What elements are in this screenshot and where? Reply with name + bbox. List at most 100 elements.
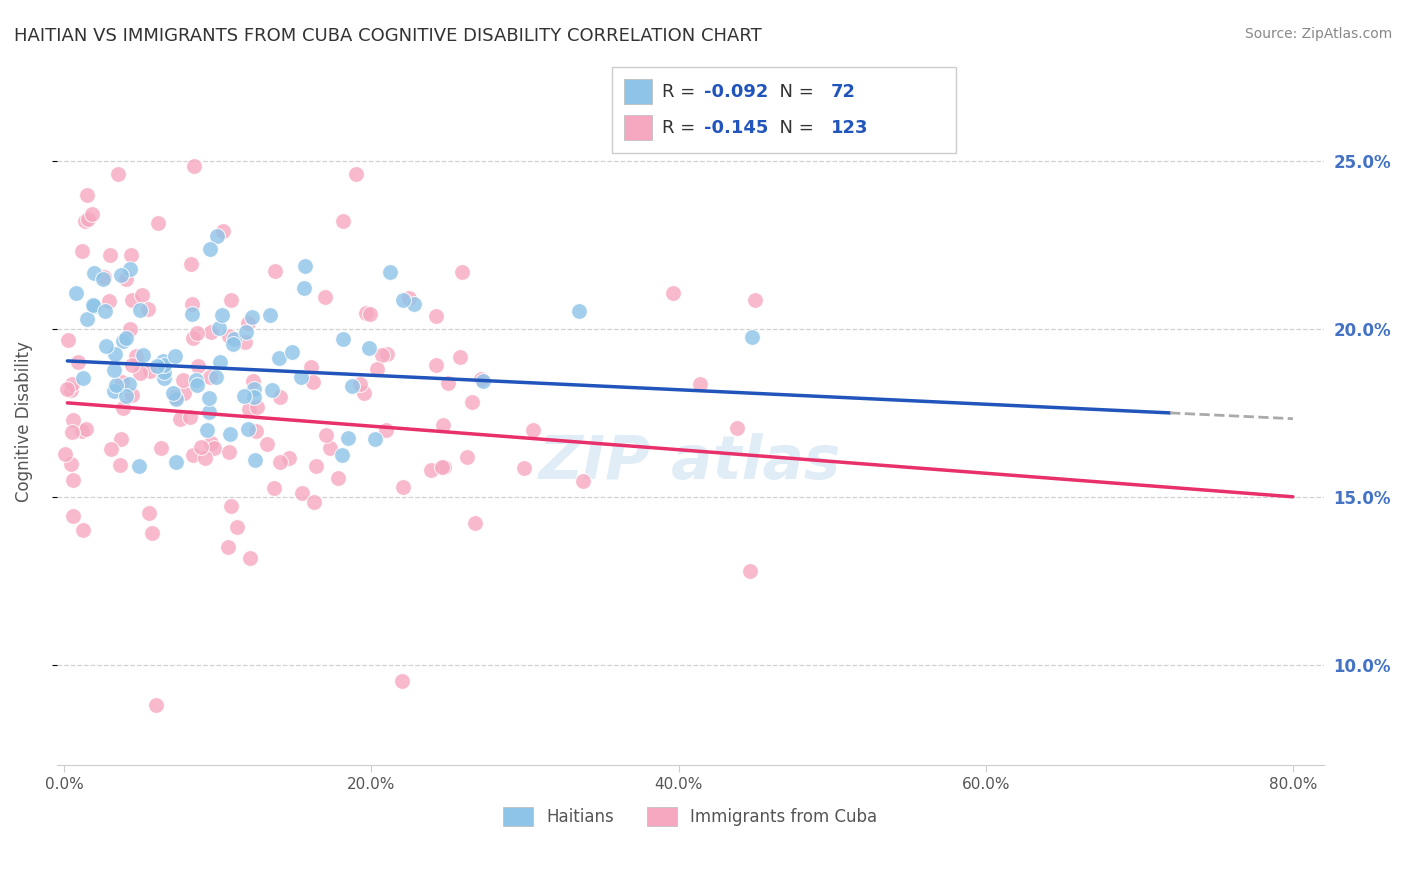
Point [145,698,167,712]
Point [243,453,266,467]
Point [128,458,150,473]
Point [242,374,264,388]
Point [146,216,169,230]
Point [103,363,125,377]
Point [121,293,143,307]
Point [60,458,83,472]
Point [449,350,471,364]
Point [314,290,336,304]
Point [211,309,233,323]
Point [108,458,131,473]
Point [375,347,398,361]
Point [256,437,278,451]
Point [131,288,153,302]
Point [219,293,242,307]
Point [62,473,84,487]
Point [94,304,117,318]
Point [107,167,129,181]
Point [391,674,413,689]
Point [236,422,259,436]
Point [380,264,402,278]
Point [83,299,105,313]
Point [290,370,312,384]
Point [76,312,98,326]
Point [568,304,591,318]
Point [217,541,239,555]
Point [114,271,136,285]
Point [132,348,155,362]
Point [269,390,291,404]
Point [332,214,354,228]
Point [183,159,205,173]
Point [62,508,84,523]
Point [239,550,262,565]
Point [76,187,98,202]
Point [420,463,443,477]
Point [136,302,159,317]
Point [115,389,138,403]
Point [218,329,240,343]
Point [72,244,94,259]
Point [267,351,290,366]
Point [195,424,218,438]
Legend: Haitians, Immigrants from Cuba: Haitians, Immigrants from Cuba [496,800,884,832]
Point [120,322,142,336]
Point [104,378,127,392]
Point [572,474,595,488]
Text: R =: R = [662,119,702,136]
Text: -0.092: -0.092 [704,83,769,101]
Point [162,386,184,401]
Point [269,455,291,469]
Point [219,499,242,513]
Point [281,344,304,359]
Point [319,441,342,455]
Point [198,242,221,256]
Point [205,369,228,384]
Point [172,373,194,387]
Point [138,506,160,520]
Point [277,450,299,465]
Point [425,310,447,324]
Point [744,293,766,308]
Point [233,334,256,349]
Point [222,333,245,347]
Point [432,460,454,475]
Point [75,422,97,436]
Point [402,296,425,310]
Point [340,378,363,392]
Point [181,448,204,462]
Point [218,444,240,458]
Point [117,377,139,392]
Point [205,229,228,244]
Point [243,391,266,405]
Point [292,281,315,295]
Point [364,433,387,447]
Point [187,359,209,373]
Text: ZIP atlas: ZIP atlas [538,434,841,492]
Point [152,353,174,368]
Point [198,370,221,384]
Point [354,306,377,320]
Point [456,450,478,464]
Point [359,307,381,321]
Point [294,259,316,273]
Point [186,326,208,340]
Point [398,291,420,305]
Point [165,392,187,407]
Point [725,420,748,434]
Point [233,389,256,403]
Point [103,347,125,361]
Point [353,386,375,401]
Point [165,455,187,469]
Point [163,390,186,404]
Point [139,364,162,378]
Point [62,413,84,427]
Point [326,471,349,485]
Point [464,516,486,530]
Point [83,266,105,280]
Point [73,214,96,228]
Text: Source: ZipAtlas.com: Source: ZipAtlas.com [1244,27,1392,41]
Point [121,248,143,262]
Point [181,306,204,320]
Point [180,257,202,271]
